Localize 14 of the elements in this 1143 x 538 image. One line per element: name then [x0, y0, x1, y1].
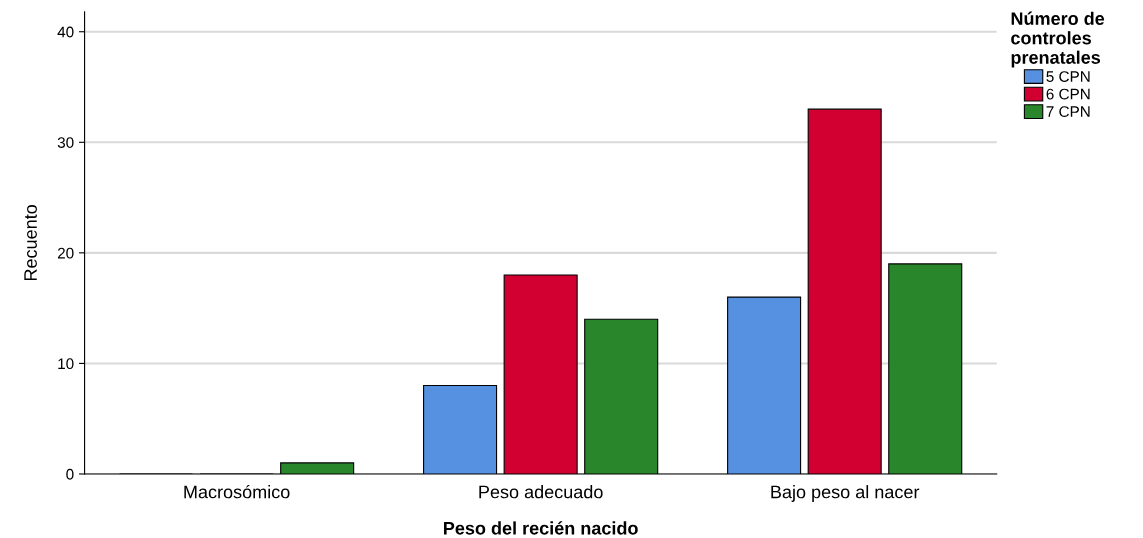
legend-label: 5 CPN [1046, 71, 1090, 82]
y-tick-label: 30 [57, 137, 74, 148]
legend-title: Número de controles prenatales [1011, 11, 1105, 68]
x-tick-label: Bajo peso al nacer [771, 485, 920, 502]
x-tick-label: Macrosómico [184, 484, 290, 499]
y-axis-title: Recuento [24, 205, 37, 281]
y-tick-label: 40 [57, 26, 74, 38]
y-tick-label: 20 [57, 247, 74, 259]
x-axis-title: Peso del recién nacido [444, 521, 638, 535]
legend-label: 6 CPN [1046, 88, 1090, 100]
x-tick-label: Peso adecuado [479, 485, 603, 499]
y-tick-label: 0 [66, 468, 74, 480]
legend-label: 7 CPN [1046, 106, 1090, 118]
y-tick-label: 10 [58, 358, 74, 370]
